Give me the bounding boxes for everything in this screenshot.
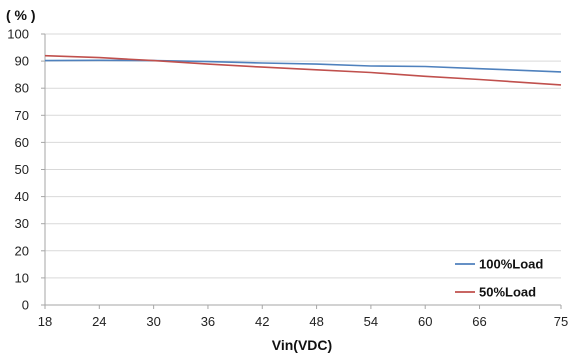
series-lines: [44, 54, 562, 86]
grid-lines: [45, 33, 561, 279]
y-tick-label: 60: [15, 135, 29, 150]
y-tick-label: 10: [15, 270, 29, 285]
x-tick-label: 48: [309, 314, 323, 329]
x-tick-label: 60: [418, 314, 432, 329]
y-tick-label: 100: [7, 27, 29, 42]
y-tick-label: 50: [15, 162, 29, 177]
x-tick-label: 30: [146, 314, 160, 329]
y-tick-labels: 0 10 20 30 40 50 60 70 80 90 100: [7, 27, 29, 313]
y-tick-label: 30: [15, 216, 29, 231]
series-line-2: [44, 54, 562, 86]
legend-label-2: 50%Load: [479, 285, 536, 300]
y-tick-label: 40: [15, 189, 29, 204]
y-unit-label: ( % ): [6, 7, 36, 23]
y-tick-label: 20: [15, 243, 29, 258]
x-tick-label: 75: [554, 314, 568, 329]
series-line-1: [44, 59, 562, 73]
x-tick-label: 24: [92, 314, 106, 329]
x-axis-title: Vin(VDC): [272, 337, 332, 353]
y-tick-label: 90: [15, 54, 29, 69]
y-tick-label: 80: [15, 81, 29, 96]
legend: 100%Load 50%Load: [455, 257, 543, 300]
legend-label-1: 100%Load: [479, 257, 543, 272]
x-tick-label: 36: [201, 314, 215, 329]
axes: [41, 33, 562, 309]
x-tick-label: 42: [255, 314, 269, 329]
x-tick-label: 18: [38, 314, 52, 329]
y-tick-label: 0: [22, 298, 29, 313]
y-tick-label: 70: [15, 108, 29, 123]
x-tick-label: 54: [364, 314, 378, 329]
x-tick-labels: 18 24 30 36 42 48 54 60 66 75: [38, 314, 568, 329]
x-tick-label: 66: [472, 314, 486, 329]
